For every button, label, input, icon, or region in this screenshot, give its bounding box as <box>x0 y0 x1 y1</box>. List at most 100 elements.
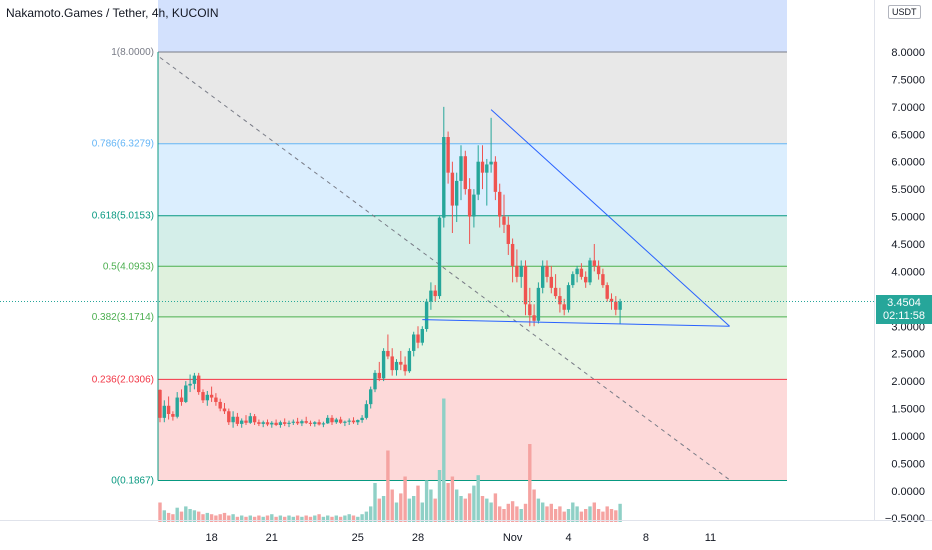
fib-label: 0.382(3.1714) <box>92 312 154 323</box>
volume-bar <box>201 514 205 522</box>
candle-body <box>558 296 562 305</box>
volume-bar <box>480 496 485 522</box>
fib-label: 0(0.1867) <box>111 476 154 487</box>
fib-zone <box>158 266 787 317</box>
volume-bar <box>442 398 446 522</box>
candle-body <box>605 285 609 299</box>
support-line <box>422 319 730 327</box>
candle-body <box>205 394 209 401</box>
volume-bar <box>579 511 584 522</box>
volume-bar <box>566 509 571 522</box>
price-tick-label: 2.5000 <box>891 349 925 361</box>
candle-body <box>480 161 485 173</box>
price-tick-label: 4.5000 <box>891 239 925 251</box>
volume-bar <box>394 502 399 522</box>
volume-bar <box>618 503 622 522</box>
candle-body <box>321 423 326 425</box>
price-axis: 8.0000 7.5000 7.0000 6.5000 6.0000 5.5000 5.00… <box>885 47 925 525</box>
candle-body <box>476 161 480 195</box>
volume-bar <box>592 502 596 522</box>
volume-bar <box>386 450 390 522</box>
candle-body <box>274 422 278 425</box>
candle-body <box>493 161 498 192</box>
candle-body <box>381 350 386 379</box>
volume-bar <box>412 496 416 522</box>
volume-bar <box>562 511 566 522</box>
candle-body <box>201 392 205 401</box>
candle-body <box>575 268 579 275</box>
candle-body <box>429 290 433 302</box>
candle-body <box>510 243 515 266</box>
volume-bar <box>502 509 506 522</box>
candle-body <box>304 421 308 423</box>
price-tick-label: 7.0000 <box>891 102 925 114</box>
candle-body <box>390 356 394 371</box>
volume-bar <box>416 485 420 522</box>
volume-bar <box>407 498 412 522</box>
volume-bar <box>240 515 244 522</box>
volume-bar <box>377 498 381 522</box>
volume-bar <box>437 470 442 522</box>
volume-bar <box>506 503 510 522</box>
candle-body <box>360 417 364 421</box>
candle-body <box>351 420 356 423</box>
candlesticks <box>158 106 622 428</box>
time-axis-border <box>0 520 932 521</box>
fib-zone-top <box>158 0 787 52</box>
price-tick-label: 0.0000 <box>891 486 925 498</box>
candle-body <box>270 422 274 425</box>
volume-bar <box>334 515 338 522</box>
candle-body <box>455 180 459 206</box>
volume-bar <box>300 516 304 522</box>
time-tick-label: 11 <box>705 532 716 544</box>
descending-trendline <box>490 109 730 327</box>
volume-bar <box>343 515 347 522</box>
volume-bar <box>463 498 467 522</box>
candle-body <box>347 420 351 422</box>
candle-body <box>601 274 605 286</box>
volume-bar <box>244 516 248 522</box>
volume-bar <box>532 489 536 522</box>
volume-bar <box>347 514 351 522</box>
volume-bar <box>390 489 394 522</box>
candle-body <box>498 191 502 217</box>
volume-bar <box>295 515 300 522</box>
volume-bar <box>205 512 209 522</box>
volume-bar <box>278 515 283 522</box>
volume-bar <box>467 493 472 522</box>
volume-bar <box>360 514 364 522</box>
fib-label: 0.618(5.0153) <box>92 211 154 222</box>
volume-bar <box>609 509 614 522</box>
candle-body <box>235 416 240 424</box>
candle-body <box>609 298 614 302</box>
candle-body <box>166 405 171 415</box>
volume-bar <box>541 502 545 522</box>
volume-bar <box>313 515 317 522</box>
candle-body <box>214 397 218 402</box>
volume-bar <box>308 516 313 522</box>
volume-bar <box>605 506 609 522</box>
candle-body <box>218 401 222 409</box>
price-tick-label: 5.5000 <box>891 184 925 196</box>
price-tick-label: 6.5000 <box>891 129 925 141</box>
currency-label[interactable]: USDT <box>888 5 921 19</box>
volume-bar <box>192 510 197 522</box>
candle-body <box>618 301 622 310</box>
volume-bar <box>209 514 214 522</box>
volume-bar <box>519 509 523 522</box>
candle-body <box>506 224 510 244</box>
volume-bar <box>317 514 321 522</box>
fib-label: 1(8.0000) <box>111 47 154 58</box>
volume-bar <box>528 444 532 522</box>
price-tick-label: 4.0000 <box>891 266 925 278</box>
candle-body <box>261 422 265 424</box>
volume-bar <box>485 498 489 522</box>
last-price-value: 3.4504 <box>887 297 921 309</box>
candle-body <box>562 304 566 310</box>
time-tick-label: 8 <box>643 532 649 544</box>
price-tick-label: −0.5000 <box>885 513 925 525</box>
volume-bar <box>429 489 433 522</box>
time-tick-label: 4 <box>565 532 571 544</box>
candle-body <box>364 404 369 418</box>
